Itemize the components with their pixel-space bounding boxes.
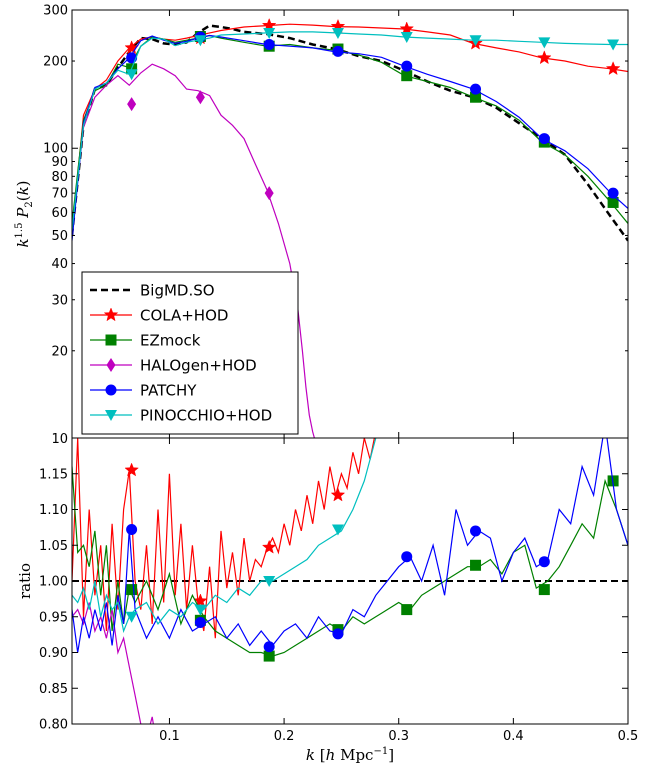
- marker-patchy: [332, 628, 344, 640]
- bottom-y-tick-label: 1.15: [39, 467, 68, 482]
- top-y-tick-label: 30: [51, 293, 68, 308]
- bottom-y-tick-label: 0.95: [39, 610, 68, 625]
- legend-label-patchy: PATCHY: [140, 382, 197, 400]
- marker-ezmock: [538, 584, 550, 596]
- marker-pinocchio-hod: [400, 32, 413, 44]
- top-y-tick-label: 20: [51, 344, 68, 359]
- bottom-y-tick-label: 0.90: [39, 646, 68, 661]
- bottom-y-tick-label: 0.80: [39, 718, 68, 733]
- marker-pinocchio-hod: [263, 576, 276, 587]
- marker-cola-hod: [605, 61, 621, 76]
- x-tick-label: 0.2: [274, 729, 295, 744]
- marker-cola-hod: [124, 40, 139, 55]
- marker-halogen-hod: [127, 97, 137, 112]
- marker-pinocchio-hod: [331, 27, 344, 39]
- marker-patchy: [401, 60, 413, 72]
- series-line-patchy: [72, 438, 628, 653]
- marker-cola-hod: [124, 462, 139, 477]
- legend: BigMD.SO COLA+HOD EZmock HALOgen+HOD PATCHY P…: [81, 271, 299, 435]
- legend-marker-ezmock: [105, 334, 117, 346]
- marker-ezmock: [401, 70, 413, 82]
- top-y-tick-label: 40: [51, 257, 68, 272]
- top-y-tick-label: 200: [43, 55, 68, 70]
- bottom-y-tick-label: 0.85: [39, 682, 68, 697]
- bottom-y-tick-label: 1.10: [39, 503, 68, 518]
- marker-patchy: [332, 45, 344, 57]
- legend-box: [81, 271, 299, 435]
- legend-marker-halogen-hod: [106, 358, 116, 372]
- top-y-axis-label: k1.5 P2(k): [14, 180, 35, 247]
- marker-ezmock: [470, 91, 482, 103]
- legend-label-ezmock: EZmock: [140, 332, 201, 350]
- marker-ezmock: [401, 604, 413, 616]
- x-tick-label: 0.1: [159, 729, 180, 744]
- marker-cola-hod: [399, 21, 415, 36]
- x-tick-label: 0.5: [618, 729, 639, 744]
- marker-patchy: [470, 525, 482, 537]
- marker-cola-hod: [193, 593, 208, 608]
- series-line-pinocchio-hod: [72, 31, 628, 231]
- legend-label-halogen-hod: HALOgen+HOD: [140, 357, 257, 375]
- series-line-ezmock: [72, 34, 628, 224]
- x-tick-label: 0.3: [388, 729, 409, 744]
- marker-ezmock: [263, 650, 275, 662]
- legend-label-cola-hod: COLA+HOD: [140, 307, 228, 325]
- legend-marker-cola-hod: [103, 307, 119, 322]
- marker-patchy: [607, 187, 619, 199]
- series-line-halogen-hod: [72, 63, 316, 438]
- top-panel-series: [72, 17, 628, 438]
- marker-halogen-hod: [195, 90, 205, 105]
- marker-pinocchio-hod: [194, 604, 207, 616]
- marker-patchy: [263, 641, 275, 653]
- top-y-tick-label: 100: [43, 142, 68, 157]
- marker-patchy: [401, 551, 413, 563]
- marker-patchy: [263, 39, 275, 51]
- x-tick-label: 0.4: [503, 729, 524, 744]
- marker-cola-hod: [330, 487, 346, 502]
- marker-pinocchio-hod: [263, 27, 276, 39]
- bottom-panel-series: [72, 438, 628, 724]
- series-line-pinocchio-hod: [72, 438, 377, 634]
- series-line-cola-hod: [72, 438, 375, 639]
- marker-ezmock: [607, 196, 619, 208]
- marker-patchy: [194, 616, 206, 628]
- marker-halogen-hod: [264, 186, 274, 201]
- marker-pinocchio-hod: [125, 611, 138, 623]
- top-y-tick-label: 50: [51, 229, 68, 244]
- top-y-tick-label: 80: [51, 170, 68, 185]
- top-y-tick-label: 10: [51, 432, 68, 447]
- bottom-y-axis-label: ratio: [16, 563, 34, 599]
- marker-cola-hod: [537, 50, 552, 65]
- marker-pinocchio-hod: [469, 35, 482, 47]
- legend-marker-pinocchio-hod: [105, 410, 117, 421]
- marker-patchy: [470, 83, 482, 95]
- marker-pinocchio-hod: [331, 524, 344, 536]
- legend-marker-patchy: [105, 384, 117, 396]
- marker-patchy: [538, 133, 550, 145]
- bottom-y-tick-label: 1.05: [39, 539, 68, 554]
- marker-pinocchio-hod: [125, 69, 138, 81]
- legend-label-bigmd-so: BigMD.SO: [140, 282, 215, 300]
- marker-ezmock: [126, 584, 138, 596]
- marker-pinocchio-hod: [194, 35, 207, 47]
- marker-cola-hod: [261, 539, 277, 554]
- marker-patchy: [126, 524, 138, 536]
- top-y-tick-label: 70: [51, 187, 68, 202]
- bottom-y-tick-label: 1.00: [39, 575, 68, 590]
- legend-label-pinocchio-hod: PINOCCHIO+HOD: [140, 407, 272, 425]
- top-y-tick-label: 300: [43, 4, 68, 19]
- marker-pinocchio-hod: [607, 39, 620, 51]
- marker-ezmock: [470, 559, 482, 571]
- top-y-tick-label: 60: [51, 206, 68, 221]
- marker-pinocchio-hod: [538, 37, 551, 49]
- series-line-halogen-hod: [72, 602, 154, 724]
- marker-patchy: [538, 556, 550, 568]
- top-y-tick-label: 90: [51, 155, 68, 170]
- x-axis-label: k [h Mpc−1]: [306, 746, 394, 764]
